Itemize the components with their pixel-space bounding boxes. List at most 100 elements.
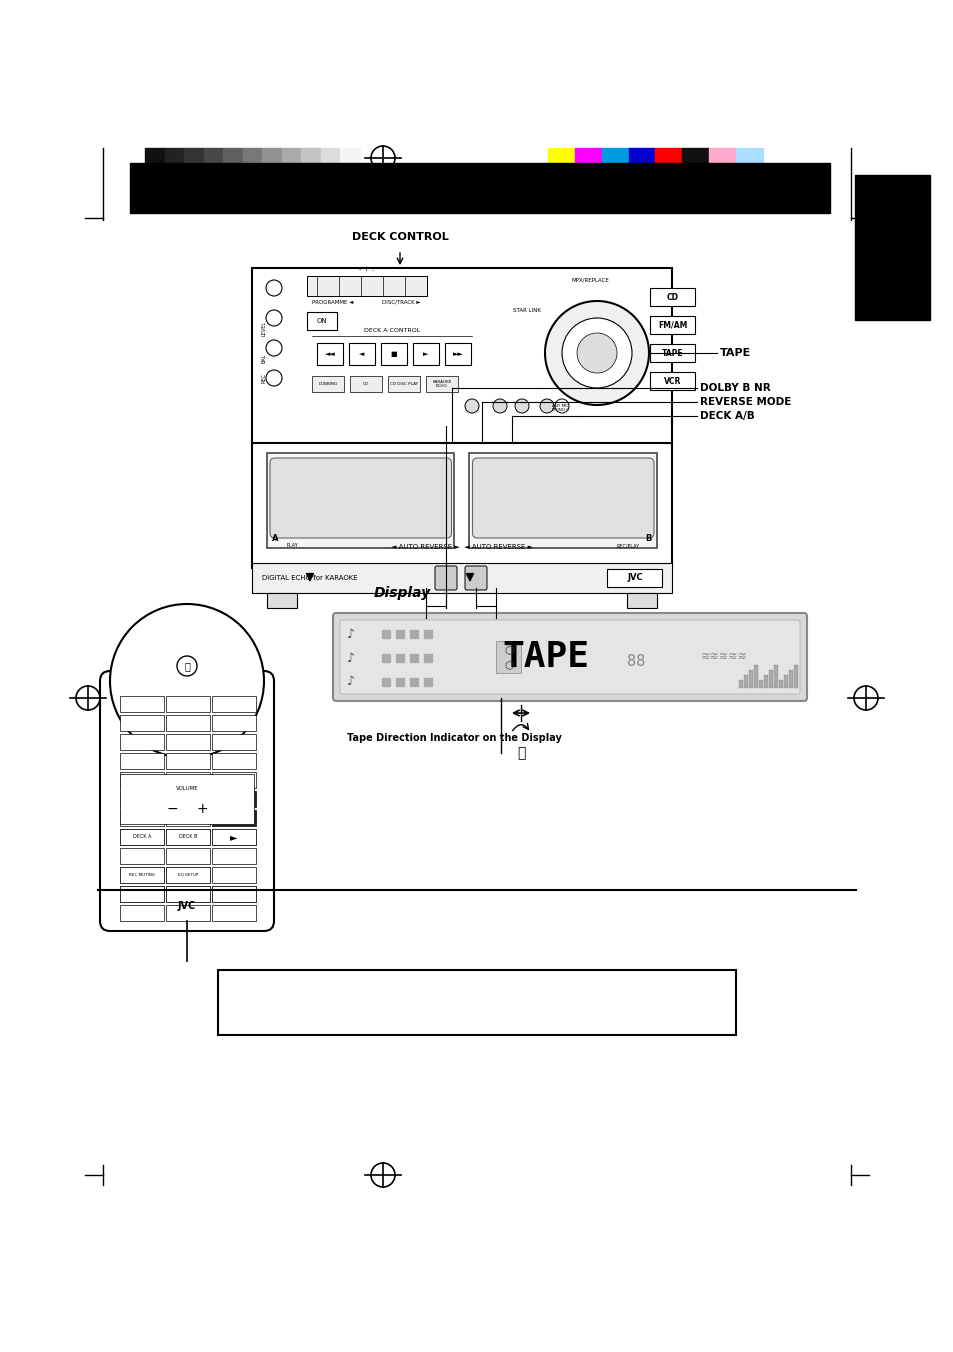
- Bar: [212, 867, 255, 883]
- Bar: [763, 675, 767, 688]
- Bar: [267, 453, 454, 548]
- Text: CD DISC PLAY: CD DISC PLAY: [390, 383, 417, 387]
- Bar: [410, 654, 417, 662]
- Bar: [649, 316, 695, 334]
- Bar: [212, 848, 255, 864]
- Bar: [166, 829, 210, 845]
- Bar: [252, 268, 671, 568]
- Text: −: −: [166, 802, 177, 817]
- Bar: [166, 829, 210, 845]
- Text: REVERSE MODE: REVERSE MODE: [700, 397, 791, 407]
- Bar: [203, 147, 223, 168]
- Bar: [166, 791, 210, 807]
- Text: LEVEL: LEVEL: [262, 320, 267, 335]
- Bar: [768, 671, 772, 688]
- Bar: [307, 312, 336, 330]
- Text: PROGRAMME ◄: PROGRAMME ◄: [312, 300, 353, 306]
- Bar: [628, 147, 655, 168]
- Bar: [120, 791, 164, 807]
- Text: ◄◄: ◄◄: [324, 352, 335, 357]
- Text: STAR LINK: STAR LINK: [513, 307, 540, 312]
- Bar: [736, 147, 762, 168]
- Circle shape: [464, 399, 478, 412]
- Bar: [626, 594, 657, 608]
- Bar: [708, 147, 736, 168]
- Bar: [575, 147, 601, 168]
- Bar: [120, 829, 164, 845]
- Text: ON: ON: [316, 318, 327, 324]
- Text: EQ SETUP: EQ SETUP: [177, 873, 198, 877]
- Text: ♪: ♪: [347, 675, 355, 688]
- Bar: [410, 630, 417, 638]
- Bar: [212, 829, 255, 845]
- Circle shape: [266, 370, 282, 387]
- Bar: [120, 886, 164, 902]
- Text: JVC: JVC: [177, 900, 196, 911]
- Text: VCR: VCR: [663, 376, 680, 385]
- FancyBboxPatch shape: [472, 458, 654, 538]
- Bar: [212, 772, 255, 788]
- Bar: [793, 665, 797, 688]
- Text: BAL: BAL: [262, 353, 267, 362]
- Bar: [410, 677, 417, 685]
- Bar: [120, 715, 164, 731]
- Text: CD: CD: [363, 383, 369, 387]
- Bar: [212, 696, 255, 713]
- Bar: [166, 848, 210, 864]
- Bar: [120, 867, 164, 883]
- FancyBboxPatch shape: [339, 621, 800, 694]
- Bar: [395, 630, 403, 638]
- Text: 88: 88: [626, 654, 644, 669]
- Bar: [381, 677, 390, 685]
- Text: ⬡: ⬡: [503, 646, 514, 656]
- Bar: [212, 810, 255, 826]
- Bar: [649, 372, 695, 389]
- Bar: [413, 343, 438, 365]
- Bar: [681, 147, 708, 168]
- FancyBboxPatch shape: [435, 566, 456, 589]
- Text: B: B: [645, 534, 651, 544]
- Bar: [166, 753, 210, 769]
- Text: TAPE: TAPE: [661, 349, 682, 357]
- Bar: [423, 677, 432, 685]
- Bar: [164, 147, 184, 168]
- Text: DIGITAL ECHO for KARAOKE: DIGITAL ECHO for KARAOKE: [262, 575, 357, 581]
- Text: ≋≋≋≋≋: ≋≋≋≋≋: [700, 652, 746, 662]
- Bar: [316, 343, 343, 365]
- Bar: [854, 174, 929, 320]
- Bar: [212, 791, 255, 807]
- Text: ⏸: ⏸: [517, 746, 525, 760]
- Bar: [120, 829, 164, 845]
- Circle shape: [515, 399, 529, 412]
- Text: MPX/REPLACE: MPX/REPLACE: [572, 277, 609, 283]
- Circle shape: [544, 301, 648, 406]
- Text: REC: REC: [262, 373, 267, 383]
- Circle shape: [177, 656, 196, 676]
- FancyBboxPatch shape: [270, 458, 451, 538]
- Text: ⬡: ⬡: [503, 661, 514, 671]
- Text: ■: ■: [391, 352, 396, 357]
- Circle shape: [493, 399, 506, 412]
- Circle shape: [555, 399, 568, 412]
- Bar: [547, 147, 575, 168]
- Bar: [307, 276, 427, 296]
- Text: DECK B: DECK B: [178, 834, 197, 840]
- Bar: [350, 376, 381, 392]
- Bar: [759, 680, 762, 688]
- Text: DOLBY B NR: DOLBY B NR: [700, 383, 770, 393]
- Bar: [166, 772, 210, 788]
- Bar: [469, 453, 657, 548]
- Circle shape: [539, 399, 554, 412]
- Bar: [120, 734, 164, 750]
- Text: +: +: [196, 802, 208, 817]
- Bar: [130, 164, 829, 214]
- Bar: [166, 715, 210, 731]
- Bar: [496, 641, 520, 673]
- Bar: [218, 969, 735, 1036]
- Text: ►: ►: [423, 352, 428, 357]
- Text: DECK A CONTROL: DECK A CONTROL: [363, 327, 419, 333]
- Text: ♪: ♪: [347, 627, 355, 641]
- Text: DECK A/B: DECK A/B: [700, 411, 754, 420]
- Bar: [166, 867, 210, 883]
- FancyBboxPatch shape: [333, 612, 806, 700]
